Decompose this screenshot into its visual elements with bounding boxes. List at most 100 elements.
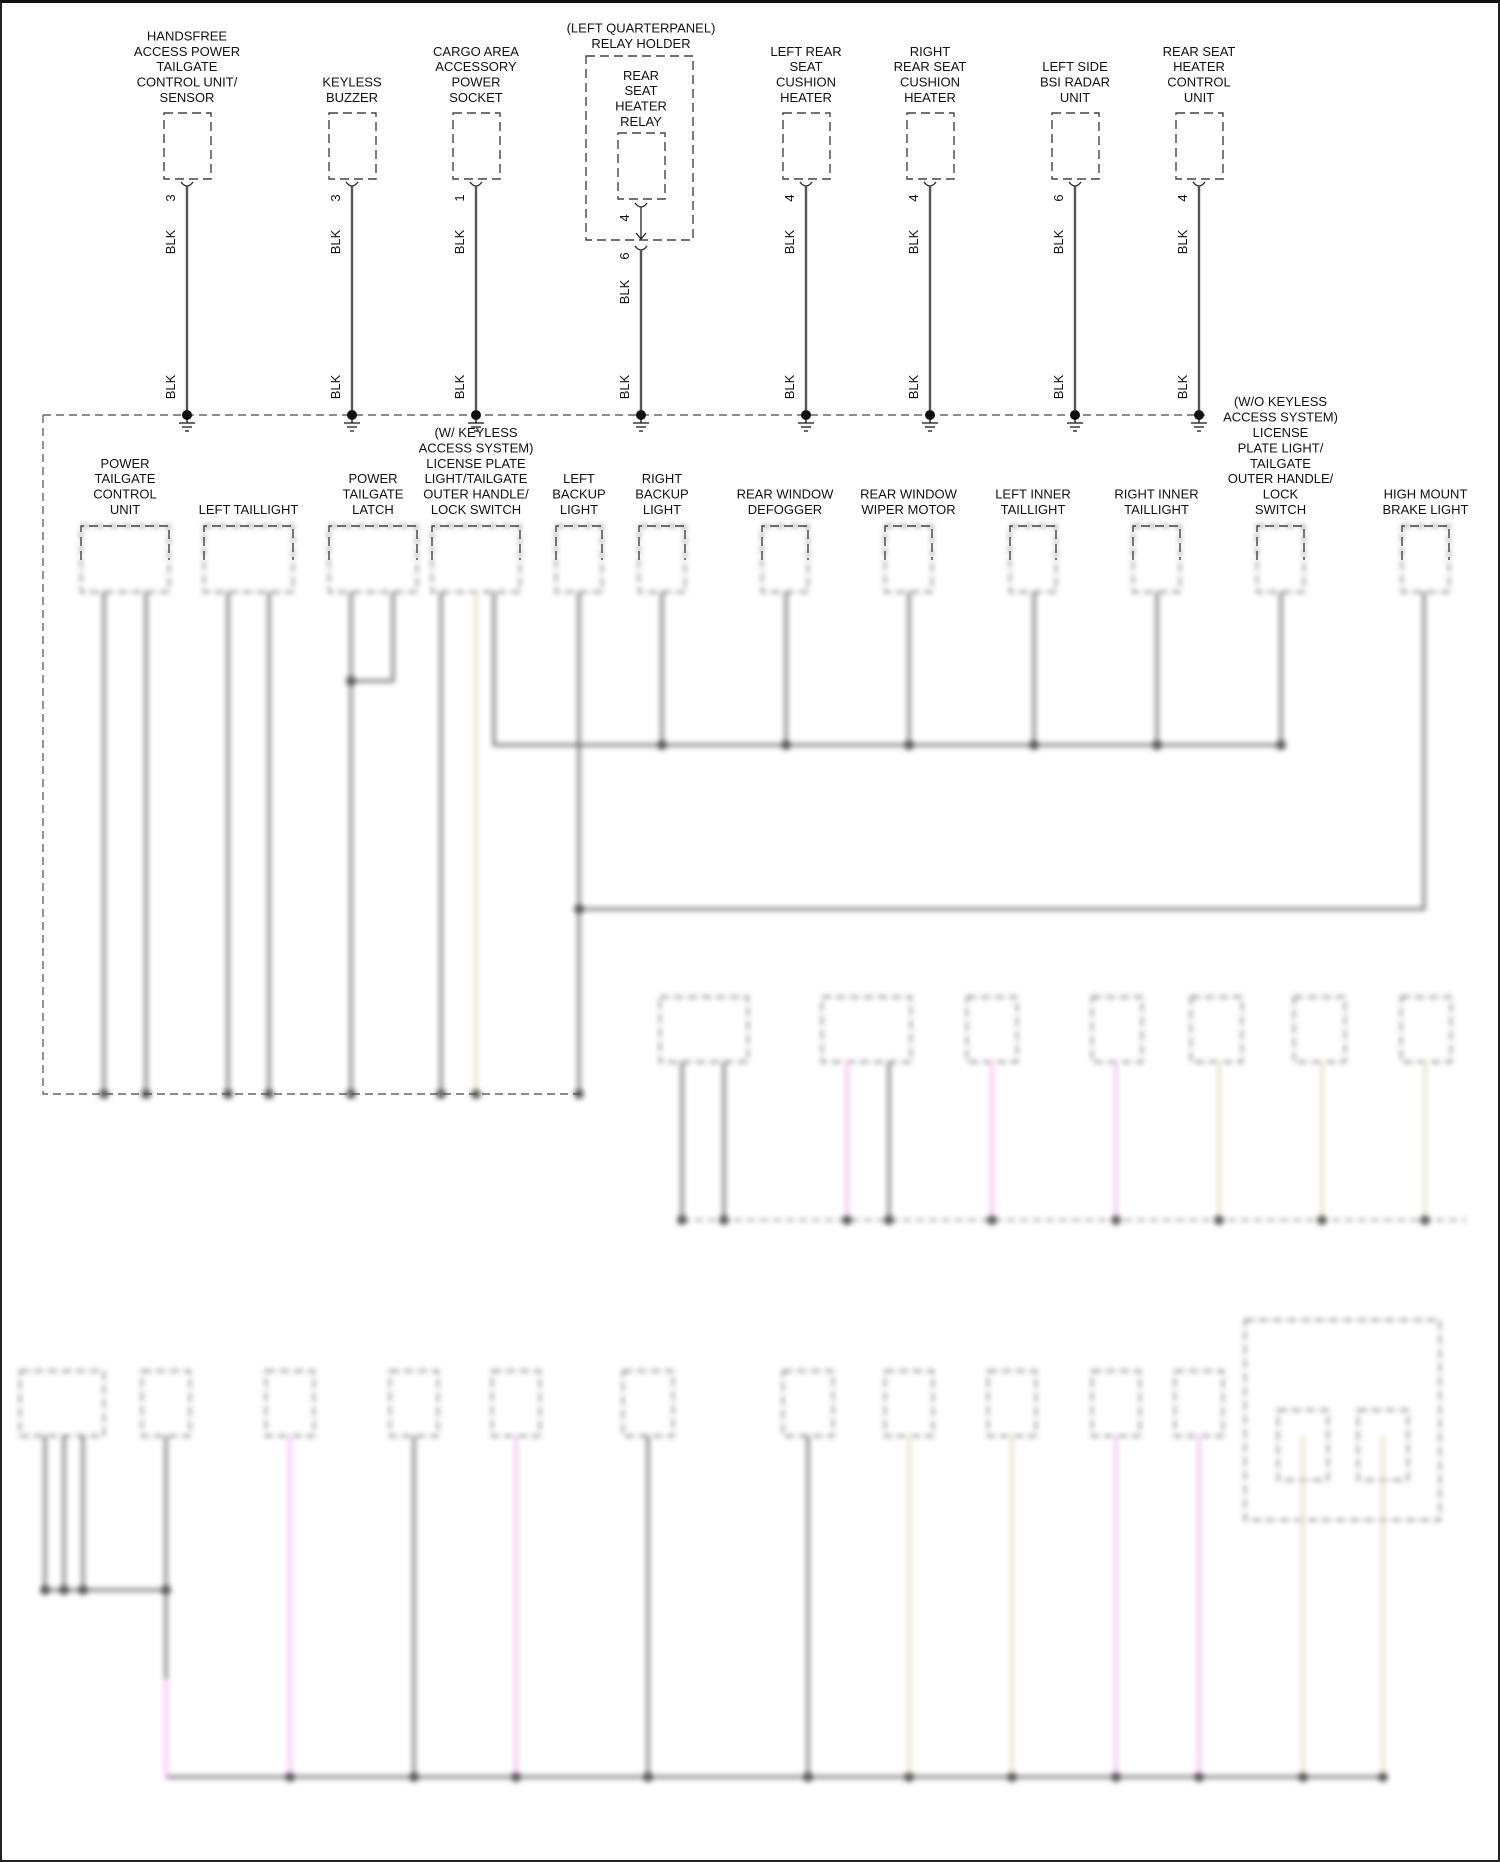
ground-icon [468,418,484,432]
component-label: LIGHT/TAILGATE [425,471,528,486]
pin-number: 4 [617,214,632,221]
connector-box [431,525,521,560]
connector-box-obscured [265,1370,315,1437]
connector-pin-icon [634,202,648,251]
connector-box-obscured [328,525,418,593]
wire-color-label: BLK [782,229,797,254]
connector-box [80,525,170,560]
component-label: SWITCH [1255,502,1306,517]
component-label: LOCK SWITCH [431,502,521,517]
connector-box-obscured [821,996,912,1063]
component-label: REAR [623,68,659,83]
connector-pin-icon [345,181,359,187]
component-label: RIGHT INNER [1114,487,1198,502]
component-label: OUTER HANDLE/ [1228,471,1334,486]
ground-icon [798,418,814,432]
splice-dot-obscured [99,1089,109,1099]
wire-color-label: BLK [617,279,632,304]
component-label: RIGHT [910,44,951,59]
component-label: DEFOGGER [748,502,822,517]
ground-splice-dot [471,410,481,420]
ground-splice-dot [1070,410,1080,420]
connector-box [1051,112,1100,180]
connector-box-obscured [1400,996,1452,1063]
component-label: ACCESS SYSTEM) [419,440,534,455]
splice-dot-obscured [1152,740,1162,750]
splice-dot-obscured [223,1089,233,1099]
component-label: OUTER HANDLE/ [423,487,529,502]
wire-obscured [351,592,395,683]
component-label: UNIT [110,502,140,517]
component-label: SOCKET [449,90,503,105]
component-label: RIGHT [642,471,683,486]
splice-dot-obscured [436,1089,446,1099]
ground-splice-dot [636,410,646,420]
ground-splice-dot [801,410,811,420]
component-label: POWER [100,456,149,471]
component-label: LIGHT [560,502,598,517]
wire-color-label: BLK [906,229,921,254]
connector-pin-icon [799,181,813,187]
relay-holder-box-obscured [1244,1319,1441,1521]
component-label: WIPER MOTOR [861,502,955,517]
ground-icon [1067,418,1083,432]
component-label: UNIT [1184,90,1214,105]
component-label: TAILLIGHT [1001,502,1066,517]
connector-box [638,525,686,560]
component-label: TAILGATE [1250,456,1311,471]
component-label: REAR SEAT [894,59,967,74]
connector-box-obscured [782,1370,834,1437]
connector-box [1175,112,1224,180]
connector-box-obscured [638,525,686,593]
pin-number: 4 [906,194,921,201]
connector-box-obscured [1401,525,1450,593]
pin-number: 4 [782,194,797,201]
component-label: TAILGATE [157,59,218,74]
connector-box-obscured [1132,525,1181,593]
splice-dot-obscured [161,1585,171,1595]
pin-number: 3 [163,194,178,201]
component-label: CONTROL UNIT/ [137,75,238,90]
splice-dot-obscured [781,740,791,750]
component-label: UNIT [1060,90,1090,105]
connector-box [163,112,212,180]
component-label: (LEFT QUARTERPANEL) [567,21,716,36]
connector-box-obscured [491,1370,541,1437]
obscured-diagram-section [19,525,1466,1782]
component-label: POWER [451,75,500,90]
connector-box-obscured [1190,996,1243,1063]
connector-pin-icon [923,181,937,187]
connector-box-obscured [622,1370,674,1437]
connector-box-obscured [1091,1370,1141,1437]
wire-obscured [492,592,1281,747]
pin-number: 4 [1175,194,1190,201]
component-label: LEFT [563,471,595,486]
connector-box-obscured [1009,525,1057,593]
component-label: BSI RADAR [1040,75,1110,90]
wire-color-label: BLK [1051,229,1066,254]
relay-holder: (LEFT QUARTERPANEL)RELAY HOLDER REARSEATH… [567,21,716,432]
component-label: LOCK [1263,487,1299,502]
wire-color-label: BLK [906,374,921,399]
wire-color-label: BLK [163,374,178,399]
splice-dot-obscured [987,1215,997,1225]
connector-box [884,525,933,560]
splice-dot-obscured [842,1215,852,1225]
splice-dot-obscured [904,740,914,750]
ground-bus-dashed-left [42,415,580,1095]
connector-box [203,525,294,560]
connector-box [555,525,603,560]
splice-dot-obscured [574,904,584,914]
component-label: LEFT INNER [995,487,1071,502]
